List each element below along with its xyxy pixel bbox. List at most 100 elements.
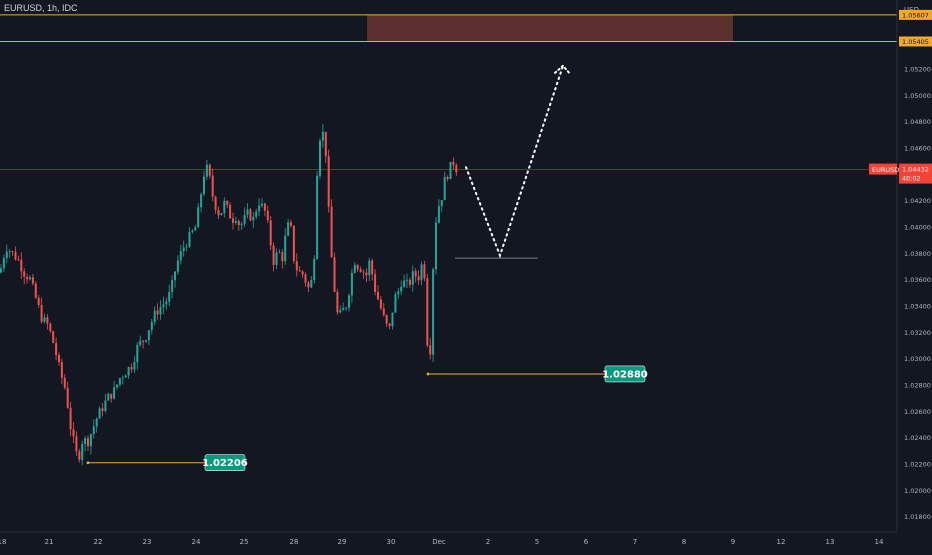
- candle-body: [66, 387, 69, 408]
- candle: [258, 198, 261, 217]
- price-label-bg: [604, 365, 646, 383]
- candle-body: [348, 295, 350, 308]
- candle-body: [237, 221, 240, 225]
- candle-body: [2, 258, 5, 269]
- candle-body: [147, 330, 150, 341]
- candle-body: [113, 387, 116, 399]
- candle: [84, 436, 87, 452]
- candle-body: [336, 291, 339, 313]
- candle: [200, 192, 203, 213]
- candle: [307, 280, 310, 293]
- candle-body: [243, 214, 246, 224]
- resistance-zone-layer: [0, 14, 897, 170]
- candle-body: [0, 268, 2, 273]
- candle: [89, 433, 92, 455]
- candle: [316, 170, 319, 260]
- price-label-badge: 1.02880: [602, 365, 648, 383]
- candle-body: [179, 250, 182, 261]
- x-tick-label: 6: [584, 538, 589, 546]
- candle: [118, 377, 121, 388]
- candle: [237, 219, 240, 231]
- candle-body: [298, 270, 301, 272]
- candle: [362, 269, 365, 279]
- y-tick-label: 1.03000: [904, 355, 931, 363]
- candle: [240, 221, 243, 230]
- candle-body: [127, 367, 130, 376]
- candle-body: [101, 408, 104, 411]
- candle: [252, 212, 255, 228]
- candle: [130, 363, 133, 373]
- x-tick-label: 2: [486, 538, 490, 546]
- candle: [153, 306, 156, 326]
- candle-body: [377, 291, 379, 300]
- current-price-countdown: 40:02: [902, 175, 921, 183]
- candle-body: [191, 230, 194, 233]
- candle-body: [142, 340, 145, 342]
- candle: [188, 226, 191, 248]
- candle-body: [130, 367, 133, 370]
- price-label-badge: 1.02206: [202, 454, 248, 472]
- candle: [87, 435, 89, 451]
- candle-body: [139, 340, 142, 345]
- candle: [420, 261, 423, 286]
- candle-body: [432, 269, 435, 355]
- x-tick-label: 9: [731, 538, 735, 546]
- candle-body: [446, 177, 449, 180]
- candle-body: [214, 196, 217, 210]
- symbol-badge-bg: [869, 163, 897, 175]
- projection-arrowhead: [554, 64, 571, 75]
- zone-axis-label: 1.05607: [899, 9, 932, 20]
- candle-body: [55, 342, 58, 356]
- candle: [182, 240, 185, 257]
- x-tick-label: 12: [777, 538, 786, 546]
- candle: [11, 250, 14, 256]
- candle: [368, 257, 371, 282]
- candle-body: [182, 247, 185, 251]
- candle-body: [330, 206, 333, 258]
- candle-body: [275, 252, 278, 265]
- candle-body: [342, 308, 345, 311]
- candle-body: [81, 443, 84, 460]
- candle-body: [185, 246, 188, 248]
- candle: [226, 200, 229, 209]
- candle: [278, 249, 281, 254]
- chart-symbol-title[interactable]: EURUSD, 1h, IDC: [4, 3, 78, 13]
- candle: [269, 215, 272, 251]
- candle: [58, 352, 60, 366]
- symbol-badge-text: EURUSD: [872, 166, 899, 174]
- candle-body: [5, 251, 8, 259]
- price-leader-dot: [86, 461, 90, 465]
- candle: [374, 269, 377, 296]
- candle-body: [272, 245, 275, 265]
- candle-body: [319, 140, 321, 176]
- candle: [284, 228, 287, 265]
- candle-body: [307, 282, 310, 288]
- candle: [43, 313, 46, 324]
- candle-body: [203, 176, 205, 195]
- x-tick-label: 18: [0, 538, 6, 546]
- candle-body: [133, 362, 136, 370]
- candle: [147, 329, 150, 345]
- candle: [5, 244, 8, 263]
- candle: [324, 131, 327, 163]
- x-tick-label: 29: [338, 538, 347, 546]
- candle-body: [110, 393, 113, 399]
- y-tick-label: 1.02400: [904, 434, 931, 442]
- price-leader-dot: [426, 372, 430, 376]
- candle: [223, 197, 226, 218]
- zone-axis-label-text: 1.05405: [902, 38, 929, 46]
- zone-axis-label-text: 1.05607: [902, 11, 929, 19]
- candle: [403, 274, 406, 288]
- candle: [156, 303, 159, 320]
- candle-body: [449, 161, 452, 180]
- candle: [162, 296, 165, 315]
- candle-body: [72, 429, 75, 437]
- price-label-text: 1.02206: [202, 458, 248, 469]
- x-tick-label: 30: [387, 538, 396, 546]
- candle-body: [31, 277, 34, 284]
- candle: [78, 448, 81, 463]
- candle: [455, 163, 458, 177]
- candle: [66, 381, 69, 409]
